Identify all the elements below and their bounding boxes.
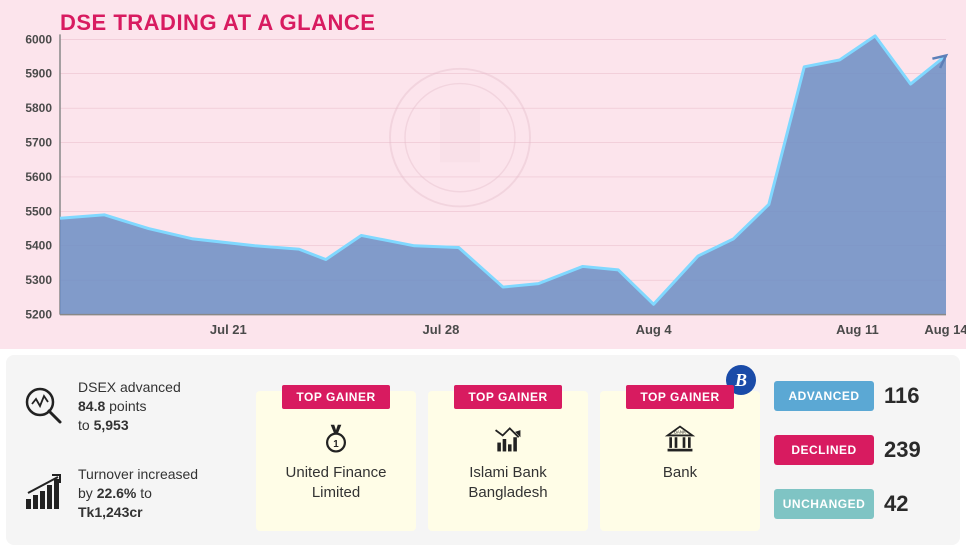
svg-text:Aug 11: Aug 11	[836, 322, 879, 337]
turnover-to: to	[140, 485, 152, 501]
counter-advanced: ADVANCED 116	[774, 381, 944, 411]
stat-turnover-text: Turnover increased by 22.6% to Tk1,243cr	[78, 465, 198, 522]
gainer-card-2: TOP GAINER Islami Bank Bangladesh	[428, 391, 588, 531]
gainer-badge: TOP GAINER	[626, 385, 733, 409]
svg-text:5300: 5300	[25, 273, 52, 287]
advanced-label: ADVANCED	[774, 381, 874, 411]
svg-text:5900: 5900	[25, 67, 52, 81]
svg-text:1: 1	[333, 439, 339, 450]
svg-text:5600: 5600	[25, 170, 52, 184]
stats-column: DSEX advanced 84.8 points to 5,953	[22, 369, 242, 531]
gainer-cards: B TOP GAINER 1 United Finance Limited TO…	[256, 369, 760, 531]
declined-value: 239	[884, 437, 921, 463]
unchanged-value: 42	[884, 491, 908, 517]
advanced-value: 116	[884, 383, 920, 409]
chart-svg: 5200 5300 5400 5500 5600 5700 5800 5900 6000 Jul…	[0, 0, 966, 349]
svg-text:5500: 5500	[25, 204, 52, 218]
turnover-line1: Turnover increased	[78, 466, 198, 482]
medal-icon: 1	[318, 421, 354, 457]
declined-label: DECLINED	[774, 435, 874, 465]
turnover-by: by	[78, 485, 93, 501]
watermark-seal	[390, 69, 530, 207]
svg-text:6000: 6000	[25, 32, 52, 46]
counter-unchanged: UNCHANGED 42	[774, 489, 944, 519]
magnify-chart-icon	[22, 384, 66, 428]
svg-text:Aug 4: Aug 4	[636, 322, 673, 337]
dsex-pts-word: points	[109, 398, 146, 414]
dsex-points: 84.8	[78, 398, 105, 414]
gainer-badge: TOP GAINER	[454, 385, 561, 409]
summary-panel: DSEX advanced 84.8 points to 5,953	[6, 355, 960, 545]
svg-text:BANK: BANK	[674, 430, 686, 435]
gainer-card-3: TOP GAINER BANK Bank	[600, 391, 760, 531]
counter-declined: DECLINED 239	[774, 435, 944, 465]
svg-text:5700: 5700	[25, 136, 52, 150]
stat-turnover: Turnover increased by 22.6% to Tk1,243cr	[22, 465, 242, 522]
gainer-name-1: United Finance Limited	[286, 463, 387, 502]
gainer-name-3: Bank	[663, 463, 697, 483]
unchanged-label: UNCHANGED	[774, 489, 874, 519]
stat-dsex-text: DSEX advanced 84.8 points to 5,953	[78, 378, 181, 435]
stat-dsex: DSEX advanced 84.8 points to 5,953	[22, 378, 242, 435]
dsex-line1: DSEX advanced	[78, 379, 181, 395]
turnover-value: Tk1,243cr	[78, 504, 143, 520]
turnover-pct: 22.6%	[97, 485, 137, 501]
svg-text:Aug 14: Aug 14	[924, 322, 966, 337]
gainer-name-2: Islami Bank Bangladesh	[468, 463, 547, 502]
svg-text:5400: 5400	[25, 239, 52, 253]
svg-text:5800: 5800	[25, 101, 52, 115]
chart-trend-icon	[490, 421, 526, 457]
svg-text:Jul 28: Jul 28	[423, 322, 460, 337]
gainer-card-1: TOP GAINER 1 United Finance Limited	[256, 391, 416, 531]
bank-icon: BANK	[662, 421, 698, 457]
dsex-target: 5,953	[94, 417, 129, 433]
counters-column: ADVANCED 116 DECLINED 239 UNCHANGED 42	[774, 369, 944, 531]
chart-panel: DSE TRADING AT A GLANCE 5200530054005500…	[0, 0, 966, 349]
bar-up-icon	[22, 471, 66, 515]
svg-text:5200: 5200	[25, 308, 52, 322]
dsex-to: to	[78, 417, 90, 433]
gainer-badge: TOP GAINER	[282, 385, 389, 409]
svg-text:Jul 21: Jul 21	[210, 322, 247, 337]
